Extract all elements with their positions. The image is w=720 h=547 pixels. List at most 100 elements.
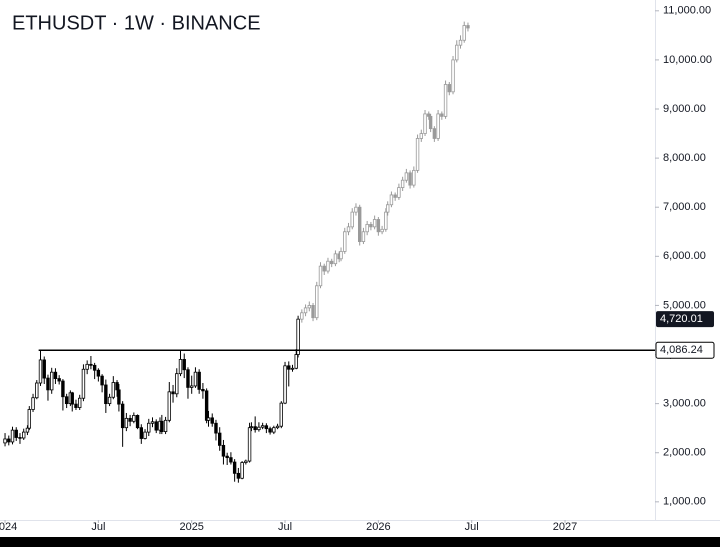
candle-body bbox=[329, 260, 334, 265]
candle-body bbox=[96, 369, 101, 377]
candle-body bbox=[70, 392, 74, 405]
y-tick-label: 8,000.00 bbox=[663, 152, 706, 164]
y-tick-label: 2,000.00 bbox=[663, 447, 706, 459]
candle-body bbox=[408, 172, 412, 186]
candle-body bbox=[42, 359, 46, 379]
candle-body bbox=[275, 425, 280, 429]
candle-body bbox=[300, 312, 304, 320]
candle-body bbox=[354, 206, 358, 213]
candle-body bbox=[171, 391, 175, 395]
candle-body bbox=[22, 431, 26, 439]
candle-body bbox=[61, 380, 65, 398]
candle-body bbox=[186, 369, 190, 388]
candle-body bbox=[7, 438, 11, 443]
candle-body bbox=[135, 415, 140, 429]
candle-body bbox=[124, 417, 129, 429]
candle-body bbox=[225, 455, 229, 459]
candle-body bbox=[466, 25, 470, 29]
candle-body bbox=[400, 179, 405, 188]
candle-body bbox=[333, 253, 338, 265]
x-tick-label: 2027 bbox=[553, 521, 577, 533]
candle-body bbox=[372, 219, 377, 228]
candle-body bbox=[380, 228, 384, 233]
candle-body bbox=[190, 385, 194, 388]
candle-body bbox=[154, 421, 158, 431]
candle-body bbox=[384, 211, 388, 230]
last-price-label: 4,720.01 bbox=[660, 313, 703, 325]
candle-body bbox=[139, 427, 144, 439]
candle-body bbox=[343, 231, 347, 252]
candle-body bbox=[38, 359, 43, 384]
candle-body bbox=[117, 389, 121, 405]
candle-body bbox=[397, 187, 401, 198]
x-tick-label: Jul bbox=[278, 521, 292, 533]
candle-body bbox=[81, 368, 86, 399]
candle-body bbox=[221, 444, 226, 457]
candle-body bbox=[369, 224, 373, 228]
level-label-box bbox=[655, 341, 715, 359]
candle-body bbox=[53, 371, 58, 379]
candle-body bbox=[376, 219, 381, 233]
candle-body bbox=[428, 115, 433, 130]
candle-body bbox=[315, 285, 319, 319]
candle-body bbox=[257, 426, 261, 431]
candle-body bbox=[27, 409, 32, 429]
candle-body bbox=[3, 438, 7, 444]
candle-body bbox=[393, 194, 397, 198]
candle-body bbox=[458, 39, 463, 46]
candle-body bbox=[318, 265, 323, 287]
y-tick-label: 6,000.00 bbox=[663, 250, 706, 262]
candle-body bbox=[432, 128, 437, 139]
candle-body bbox=[206, 417, 211, 421]
candle-body bbox=[451, 59, 455, 93]
candle-body bbox=[385, 204, 390, 213]
candle-body bbox=[210, 417, 214, 424]
candle-body bbox=[128, 417, 132, 422]
candle-body bbox=[322, 265, 326, 272]
chart-title: ETHUSDT · 1W · BINANCE bbox=[12, 12, 261, 34]
candle-body bbox=[143, 431, 147, 439]
candle-body bbox=[361, 231, 366, 242]
y-tick-label: 5,000.00 bbox=[663, 299, 706, 311]
candle-body bbox=[244, 460, 248, 463]
candle-body bbox=[14, 429, 18, 438]
candle-body bbox=[218, 432, 222, 446]
x-tick-label: Jul bbox=[465, 521, 479, 533]
candle-body bbox=[64, 396, 69, 405]
candle-body bbox=[74, 403, 78, 408]
candle-body bbox=[247, 427, 252, 462]
candle-body bbox=[357, 206, 362, 242]
candle-body bbox=[78, 397, 82, 408]
candle-body bbox=[120, 403, 125, 429]
candle-body bbox=[92, 364, 97, 371]
candle-body bbox=[443, 84, 448, 117]
candle-body bbox=[462, 25, 466, 41]
candle-body bbox=[150, 421, 155, 424]
candle-body bbox=[229, 457, 233, 463]
candle-body bbox=[264, 425, 269, 430]
candle-body bbox=[365, 224, 369, 233]
y-tick-label: 9,000.00 bbox=[663, 103, 706, 115]
candle-body bbox=[240, 462, 244, 479]
candle-body bbox=[447, 84, 451, 93]
candle-body bbox=[294, 354, 298, 369]
candle-body bbox=[287, 365, 291, 370]
candle-body bbox=[260, 425, 265, 428]
candle-body bbox=[279, 402, 284, 427]
candle-body bbox=[201, 388, 205, 392]
candle-body bbox=[427, 113, 431, 117]
candle-body bbox=[104, 384, 108, 405]
candle-body bbox=[423, 113, 427, 134]
y-tick-label: 7,000.00 bbox=[663, 201, 706, 213]
y-tick-label: 11,000.00 bbox=[663, 5, 711, 17]
candle-body bbox=[296, 318, 300, 355]
candle-body bbox=[197, 371, 201, 390]
candle-body bbox=[455, 44, 459, 61]
y-tick-label: 10,000.00 bbox=[663, 54, 712, 66]
candle-body bbox=[147, 422, 151, 433]
x-tick-label: 2025 bbox=[179, 521, 203, 533]
candle-body bbox=[182, 359, 186, 371]
candle-body bbox=[46, 377, 50, 391]
